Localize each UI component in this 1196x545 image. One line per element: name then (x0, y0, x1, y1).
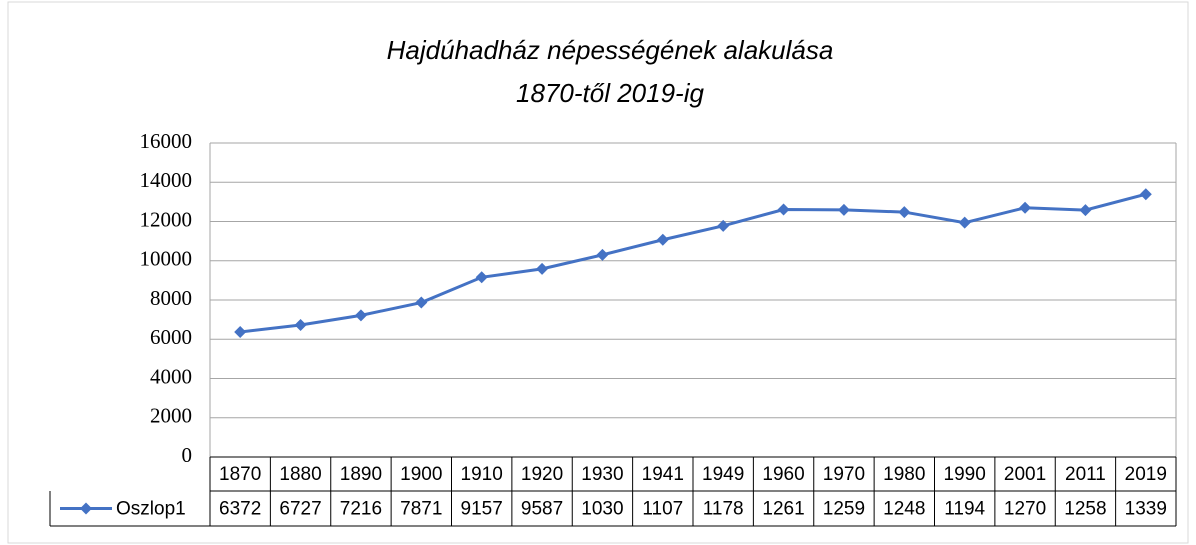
marker (475, 271, 488, 284)
marker (354, 309, 367, 322)
x-tick-label: 1890 (340, 464, 382, 485)
marker (596, 248, 609, 261)
marker (717, 219, 730, 232)
x-tick-label: 2011 (1065, 464, 1106, 485)
marker (1019, 201, 1032, 214)
y-tick-label: 6000 (150, 325, 192, 349)
marker (536, 262, 549, 275)
x-tick-label: 1910 (461, 464, 503, 485)
data-label: 1258 (1064, 499, 1106, 520)
y-tick-label: 2000 (150, 404, 192, 428)
marker (1139, 188, 1152, 201)
marker (777, 203, 790, 216)
marker (294, 318, 307, 331)
data-label: 9587 (521, 499, 563, 520)
data-label: 1194 (944, 499, 985, 520)
x-tick-label: 1970 (823, 464, 865, 485)
data-label: 1178 (703, 499, 744, 520)
data-label: 1339 (1125, 499, 1167, 520)
marker (837, 203, 850, 216)
data-label: 7216 (340, 499, 382, 520)
y-tick-label: 8000 (150, 286, 192, 310)
chart-subtitle: 1870-től 2019-ig (516, 78, 704, 108)
x-tick-label: 1900 (400, 464, 442, 485)
x-tick-label: 1920 (521, 464, 563, 485)
chart-title: Hajdúhadház népességének alakulása (387, 35, 834, 65)
y-tick-label: 10000 (140, 247, 193, 271)
x-tick-label: 1990 (944, 464, 986, 485)
x-tick-label: 1941 (642, 464, 684, 485)
x-tick-label: 1949 (702, 464, 744, 485)
data-label: 1030 (581, 499, 623, 520)
data-label: 7871 (400, 499, 442, 520)
x-tick-label: 1980 (883, 464, 925, 485)
y-tick-label: 14000 (140, 168, 193, 192)
data-label: 1248 (883, 499, 925, 520)
data-label: 1270 (1004, 499, 1046, 520)
data-label: 9157 (461, 499, 503, 520)
marker (958, 216, 971, 229)
series-line (240, 192, 1147, 334)
y-tick-label: 16000 (140, 129, 193, 153)
data-label: 1261 (762, 499, 804, 520)
marker (898, 206, 911, 219)
marker (1079, 204, 1092, 217)
marker (656, 233, 669, 246)
x-tick-label: 1960 (762, 464, 804, 485)
marker (415, 296, 428, 309)
data-label: 6727 (279, 499, 321, 520)
y-tick-label: 12000 (140, 207, 193, 231)
x-tick-label: 2001 (1004, 464, 1046, 485)
marker (234, 325, 247, 338)
legend-marker (80, 502, 92, 515)
data-label: 1259 (823, 499, 865, 520)
chart-border (7, 1, 1189, 544)
data-label: 6372 (219, 499, 261, 520)
x-tick-label: 1930 (581, 464, 623, 485)
data-label: 1107 (642, 499, 683, 520)
x-tick-label: 1870 (219, 464, 261, 485)
legend-label: Oszlop1 (116, 499, 186, 520)
y-tick-label: 0 (182, 443, 193, 467)
x-tick-label: 1880 (279, 464, 321, 485)
x-tick-label: 2019 (1125, 464, 1167, 485)
y-tick-label: 4000 (150, 364, 192, 388)
